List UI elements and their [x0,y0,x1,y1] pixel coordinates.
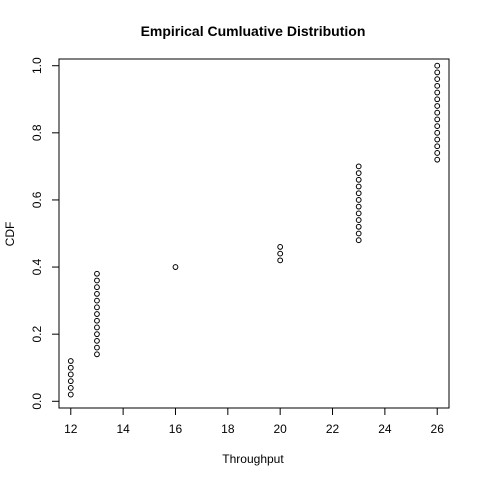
data-point [355,217,362,223]
data-point [434,156,441,163]
y-tick-label: 1.0 [30,57,44,74]
data-point [94,351,100,358]
y-tick-label: 0.6 [30,191,44,208]
data-point [355,183,362,190]
data-point [67,358,74,364]
data-point [355,197,362,203]
data-point [355,230,362,237]
x-tick-label: 12 [64,422,78,436]
y-tick-label: 0.8 [30,124,44,141]
y-tick-label: 0.0 [30,393,44,410]
x-tick-label: 22 [326,422,340,436]
data-point [94,291,100,297]
chart-title: Empirical Cumluative Distribution [141,23,366,39]
x-axis-label: Throughput [222,452,284,466]
x-axis: 12 14 16 18 20 22 24 26 [64,407,445,436]
x-tick-label: 18 [221,422,235,436]
data-point [434,103,441,109]
data-point [67,391,74,398]
data-point [94,344,100,351]
data-point [94,317,100,324]
data-point [94,324,100,331]
data-point [434,123,441,130]
data-point [355,203,362,210]
data-point [434,116,441,123]
data-point [434,96,441,103]
y-tick-label: 0.4 [30,258,44,275]
x-tick-label: 26 [431,422,445,436]
data-points [67,62,441,398]
data-point [94,284,100,291]
data-point [434,109,441,116]
data-point [94,297,100,304]
y-axis-label: CDF [3,222,17,247]
x-tick-label: 24 [378,422,392,436]
data-point [434,143,441,150]
x-tick-label: 20 [273,422,287,436]
x-tick-label: 16 [169,422,183,436]
data-point [355,170,362,176]
y-axis: 0.0 0.2 0.4 0.6 0.8 1.0 [30,57,60,410]
data-point [94,277,100,284]
data-point [355,223,362,230]
data-point [94,311,100,317]
data-point [67,378,74,385]
data-point [94,331,100,338]
data-point [434,150,441,156]
data-point [355,210,362,217]
data-point [67,371,74,378]
data-point [434,136,441,143]
data-point [434,62,441,69]
data-point [434,76,441,83]
data-point [355,190,362,197]
data-point [277,244,284,250]
data-point [94,337,100,344]
data-point [94,304,100,311]
data-point [434,129,441,136]
data-point [277,250,284,257]
data-point [67,364,74,371]
data-point [94,270,100,277]
data-point [355,163,362,170]
data-point [172,264,179,270]
y-tick-label: 0.2 [30,326,44,343]
data-point [355,237,362,244]
data-point [67,384,74,391]
data-point [434,82,441,89]
data-point [355,176,362,183]
data-point [434,89,441,96]
data-point [277,257,284,264]
data-point [434,69,441,76]
x-tick-label: 14 [116,422,130,436]
